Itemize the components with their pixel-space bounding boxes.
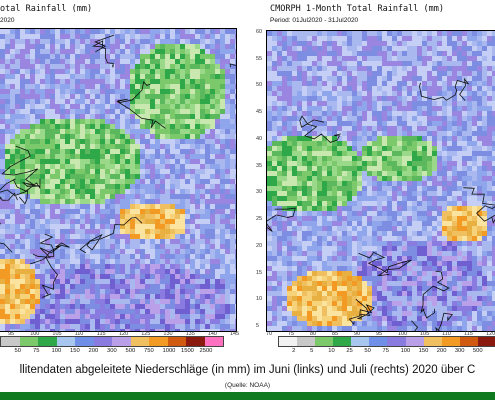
colorbar-label: 75: [382, 348, 389, 354]
june-rainfall-field: [0, 29, 236, 331]
latitude-tick-label: 55: [256, 55, 263, 62]
colorbar-swatch: [75, 337, 94, 346]
colorbar-label: 25: [346, 348, 353, 354]
colorbar-label: 150: [418, 348, 429, 354]
colorbar-label: 100: [51, 348, 62, 354]
july-map-title: CMORPH 1-Month Total Rainfall (mm): [270, 4, 444, 14]
colorbar-label: 1500: [181, 348, 194, 354]
colorbar-swatch: [19, 337, 38, 346]
longitude-tick-label: 80: [310, 331, 317, 337]
july-map-panel: CMORPH 1-Month Total Rainfall (mm) Perio…: [248, 0, 495, 360]
latitude-tick-label: 30: [256, 189, 263, 196]
latitude-tick-label: 15: [256, 269, 263, 276]
colorbar-swatch: [186, 337, 205, 346]
colorbar-swatch: [405, 337, 424, 346]
latitude-tick-label: 45: [256, 109, 263, 116]
longitude-tick-label: 120: [119, 331, 129, 337]
july-rainfall-map: [266, 30, 495, 332]
longitude-tick-label: 90: [354, 331, 361, 337]
colorbar-swatch: [369, 337, 388, 346]
longitude-tick-label: 145: [230, 331, 240, 337]
colorbar-swatch: [333, 337, 352, 346]
july-rainfall-field: [267, 31, 495, 331]
longitude-tick-label: 115: [96, 331, 106, 337]
latitude-tick-label: 50: [256, 82, 263, 89]
colorbar-label: 100: [400, 348, 411, 354]
longitude-tick-label: 85: [332, 331, 339, 337]
colorbar-label: 500: [472, 348, 483, 354]
june-rainfall-map: [0, 28, 237, 332]
june-map-period: 2020: [0, 17, 15, 24]
colorbar-label: 750: [144, 348, 154, 354]
longitude-tick-label: 100: [30, 331, 40, 337]
colorbar-swatch: [423, 337, 442, 346]
longitude-tick-label: 75: [288, 331, 295, 337]
colorbar-label: 5: [310, 348, 314, 354]
longitude-tick-label: 115: [464, 331, 473, 337]
longitude-tick-label: 135: [185, 331, 195, 337]
longitude-tick-label: 130: [163, 331, 173, 337]
june-map-panel: otal Rainfall (mm) 2020 95 100 105 110 115 12…: [0, 0, 242, 360]
colorbar-swatch: [130, 337, 149, 346]
colorbar-swatch: [297, 337, 316, 346]
latitude-tick-label: 25: [256, 216, 263, 223]
colorbar-label: 200: [88, 348, 99, 354]
latitude-tick-label: 60: [256, 29, 263, 35]
longitude-tick-label: 140: [207, 331, 217, 337]
colorbar-swatch: [387, 337, 406, 346]
longitude-tick-label: 125: [141, 331, 151, 337]
colorbar-label: 2500: [199, 348, 213, 354]
longitude-tick-label: 105: [52, 331, 62, 337]
colorbar-swatch: [149, 337, 168, 346]
colorbar-label: 500: [125, 348, 136, 354]
colorbar-swatch: [56, 337, 75, 346]
longitude-tick-label: 70: [266, 331, 273, 337]
colorbar-label: 150: [70, 348, 80, 354]
latitude-tick-label: 35: [256, 162, 263, 169]
colorbar-label: 300: [454, 348, 465, 354]
longitude-tick-label: 100: [398, 331, 408, 337]
longitude-tick-label: 95: [8, 331, 15, 337]
figure-caption: llitendaten abgeleitete Niederschläge (i…: [19, 364, 476, 376]
colorbar-swatch: [477, 337, 495, 346]
colorbar-label: 10: [328, 348, 335, 354]
colorbar-swatch: [1, 337, 20, 346]
colorbar-label: 2: [292, 348, 296, 354]
figure-source: (Quelle: NOAA): [224, 382, 271, 389]
colorbar-label: 200: [436, 348, 447, 354]
colorbar-swatch: [315, 337, 334, 346]
colorbar-label: 1000: [162, 348, 176, 354]
colorbar-swatch: [441, 337, 460, 346]
colorbar-label: 300: [107, 348, 117, 354]
longitude-tick-label: 95: [376, 331, 383, 337]
longitude-tick-label: 110: [442, 331, 451, 337]
june-colorbar: [0, 336, 224, 347]
colorbar-swatch: [38, 337, 57, 346]
longitude-tick-label: 120: [486, 331, 495, 337]
colorbar-swatch: [93, 337, 112, 346]
latitude-tick-label: 10: [256, 296, 263, 303]
longitude-tick-label: 105: [420, 331, 430, 337]
colorbar-swatch: [351, 337, 370, 346]
colorbar-swatch: [112, 337, 131, 346]
june-map-title: otal Rainfall (mm): [0, 4, 93, 14]
latitude-tick-label: 20: [256, 242, 263, 249]
colorbar-swatch: [167, 337, 186, 346]
latitude-tick-label: 40: [256, 135, 263, 142]
colorbar-swatch: [279, 337, 298, 346]
latitude-tick-label: 5: [256, 323, 260, 329]
longitude-tick-label: 110: [74, 331, 84, 337]
colorbar-swatch: [459, 337, 478, 346]
july-map-period: Period: 01Jul2020 - 31Jul2020: [270, 17, 359, 24]
july-colorbar: [278, 336, 495, 347]
colorbar-label: 50: [364, 348, 371, 354]
colorbar-swatch: [204, 337, 223, 346]
colorbar-label: 50: [14, 348, 21, 354]
colorbar-label: 75: [33, 348, 40, 354]
